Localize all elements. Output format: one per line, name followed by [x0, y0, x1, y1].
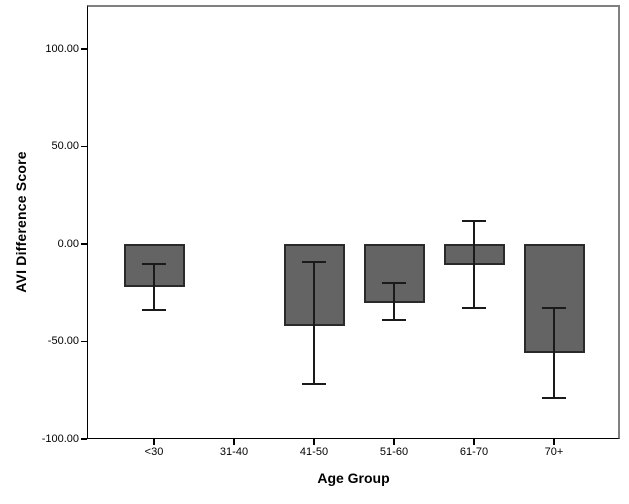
error-bar-cap-bottom: [382, 319, 406, 322]
error-bar-cap-top: [142, 262, 166, 265]
y-axis-tick-label: 50.00: [51, 140, 79, 152]
y-axis-tick: [81, 48, 87, 50]
error-bar-line: [153, 263, 155, 311]
x-axis-tick-label: 70+: [544, 446, 564, 458]
y-axis-tick: [81, 438, 87, 440]
error-bar-cap-top: [462, 219, 486, 222]
y-axis-tick-label: -100.00: [41, 432, 79, 445]
x-axis-tick-label: 31-40: [219, 446, 249, 458]
error-bar-cap-top: [542, 307, 566, 310]
y-axis-tick: [81, 340, 87, 343]
error-bar-cap-top: [302, 260, 326, 263]
x-axis-tick: [233, 439, 235, 445]
x-axis-tick-label: <30: [144, 446, 164, 458]
error-bar-cap-bottom: [462, 307, 486, 310]
y-axis-tick-label: 100.00: [45, 42, 79, 55]
x-axis-tick-label: 51-60: [379, 446, 409, 458]
y-axis-tick-label: -50.00: [47, 335, 79, 347]
error-bar-cap-bottom: [542, 397, 566, 400]
x-axis-tick: [153, 439, 155, 445]
error-bar-line: [473, 220, 475, 309]
y-axis-tick-label: 0.00: [57, 237, 79, 250]
y-axis-title: AVI Difference Score: [13, 151, 29, 293]
x-axis-tick-label: 61-70: [459, 446, 489, 458]
y-axis-tick: [81, 243, 87, 245]
x-axis-title: Age Group: [317, 470, 390, 486]
error-bar-line: [313, 261, 315, 385]
x-axis-tick: [313, 439, 315, 445]
x-axis-tick: [393, 439, 395, 445]
y-axis-tick: [81, 145, 87, 148]
error-bar-cap-bottom: [302, 383, 326, 386]
error-bar-line: [553, 308, 555, 399]
error-bar-cap-bottom: [142, 309, 166, 312]
x-axis-tick: [553, 439, 555, 445]
x-axis-tick-label: 41-50: [299, 446, 329, 458]
error-bar-cap-top: [382, 282, 406, 284]
error-bar-line: [393, 283, 395, 321]
plot-area: [87, 5, 620, 439]
x-axis-tick: [473, 439, 475, 445]
